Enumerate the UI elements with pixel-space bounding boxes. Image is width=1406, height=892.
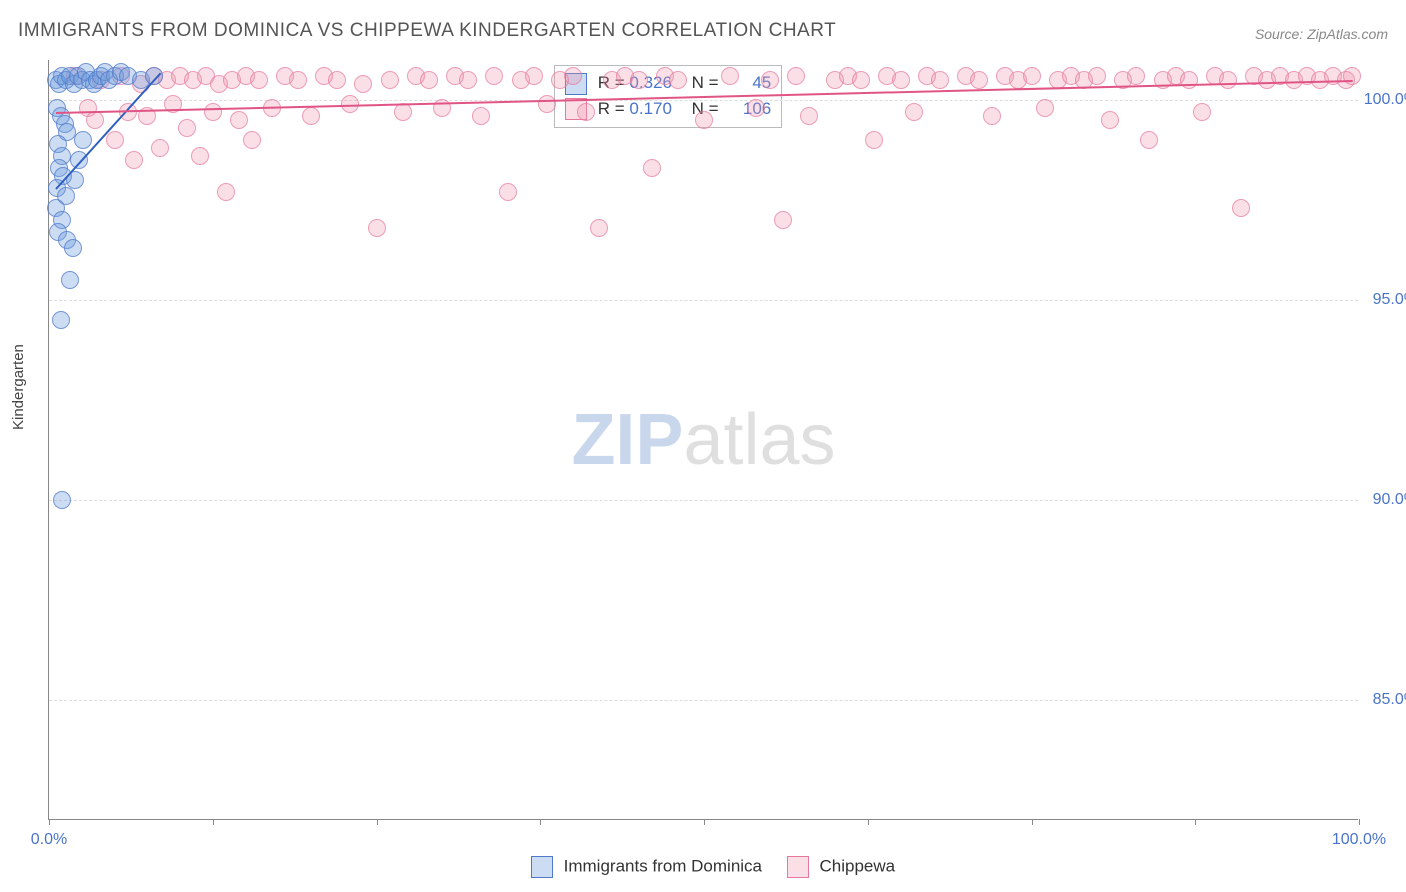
data-point-b (983, 107, 1001, 125)
data-point-b (1127, 67, 1145, 85)
data-point-b (243, 131, 261, 149)
watermark-brand-b: atlas (683, 400, 835, 480)
data-point-b (931, 71, 949, 89)
data-point-b (178, 119, 196, 137)
x-tick-mark (704, 819, 705, 825)
data-point-a (52, 311, 70, 329)
data-point-b (905, 103, 923, 121)
data-point-b (643, 159, 661, 177)
chart-title: IMMIGRANTS FROM DOMINICA VS CHIPPEWA KIN… (18, 20, 836, 42)
data-point-b (1023, 67, 1041, 85)
legend-label-b: Chippewa (819, 856, 895, 875)
gridline-horizontal (49, 300, 1358, 301)
data-point-b (302, 107, 320, 125)
bottom-legend: Immigrants from Dominica Chippewa (0, 856, 1406, 878)
data-point-b (1193, 103, 1211, 121)
x-tick-mark (213, 819, 214, 825)
data-point-b (86, 111, 104, 129)
gridline-horizontal (49, 700, 1358, 701)
data-point-b (630, 71, 648, 89)
data-point-b (970, 71, 988, 89)
x-tick-label-right: 100.0% (1332, 831, 1386, 849)
data-point-a (61, 271, 79, 289)
data-point-b (381, 71, 399, 89)
data-point-b (747, 99, 765, 117)
data-point-b (368, 219, 386, 237)
y-axis-label: Kindergarten (10, 344, 27, 430)
x-tick-mark (540, 819, 541, 825)
scatter-plot-area: ZIPatlas R = 0.326 N = 45 R = 0.170 N = … (48, 60, 1358, 820)
data-point-b (151, 139, 169, 157)
gridline-horizontal (49, 100, 1358, 101)
gridline-horizontal (49, 500, 1358, 501)
data-point-b (1101, 111, 1119, 129)
data-point-b (204, 103, 222, 121)
data-point-b (721, 67, 739, 85)
data-point-b (217, 183, 235, 201)
data-point-b (564, 67, 582, 85)
data-point-b (865, 131, 883, 149)
data-point-b (1140, 131, 1158, 149)
data-point-b (1088, 67, 1106, 85)
data-point-b (394, 103, 412, 121)
y-tick-label: 85.0% (1363, 691, 1406, 709)
data-point-b (289, 71, 307, 89)
watermark-brand-a: ZIP (571, 400, 683, 480)
data-point-b (354, 75, 372, 93)
data-point-b (499, 183, 517, 201)
data-point-b (852, 71, 870, 89)
x-tick-mark (1195, 819, 1196, 825)
data-point-b (892, 71, 910, 89)
data-point-b (420, 71, 438, 89)
data-point-a (145, 67, 163, 85)
y-tick-label: 90.0% (1363, 491, 1406, 509)
data-point-b (250, 71, 268, 89)
data-point-a (74, 131, 92, 149)
source-attribution: Source: ZipAtlas.com (1255, 26, 1388, 42)
x-tick-mark (1032, 819, 1033, 825)
data-point-b (590, 219, 608, 237)
data-point-b (1343, 67, 1361, 85)
data-point-a (53, 491, 71, 509)
x-tick-mark (1359, 819, 1360, 825)
x-tick-label-left: 0.0% (31, 831, 67, 849)
data-point-b (800, 107, 818, 125)
y-tick-label: 100.0% (1363, 91, 1406, 109)
data-point-b (328, 71, 346, 89)
data-point-b (1036, 99, 1054, 117)
data-point-b (459, 71, 477, 89)
data-point-b (472, 107, 490, 125)
data-point-b (1232, 199, 1250, 217)
data-point-b (1180, 71, 1198, 89)
data-point-b (125, 151, 143, 169)
legend-swatch-a (531, 856, 553, 878)
r-label: R = (598, 99, 625, 118)
data-point-b (191, 147, 209, 165)
data-point-b (761, 71, 779, 89)
n-label: N = (692, 73, 719, 92)
data-point-b (106, 131, 124, 149)
data-point-a (64, 239, 82, 257)
data-point-b (485, 67, 503, 85)
y-tick-label: 95.0% (1363, 291, 1406, 309)
legend-swatch-b (787, 856, 809, 878)
x-tick-mark (377, 819, 378, 825)
data-point-b (538, 95, 556, 113)
data-point-b (669, 71, 687, 89)
data-point-b (774, 211, 792, 229)
legend-label-a: Immigrants from Dominica (564, 856, 762, 875)
watermark: ZIPatlas (571, 399, 835, 481)
data-point-b (525, 67, 543, 85)
data-point-b (230, 111, 248, 129)
data-point-b (787, 67, 805, 85)
data-point-b (577, 103, 595, 121)
x-tick-mark (868, 819, 869, 825)
data-point-b (695, 111, 713, 129)
x-tick-mark (49, 819, 50, 825)
data-point-b (1219, 71, 1237, 89)
